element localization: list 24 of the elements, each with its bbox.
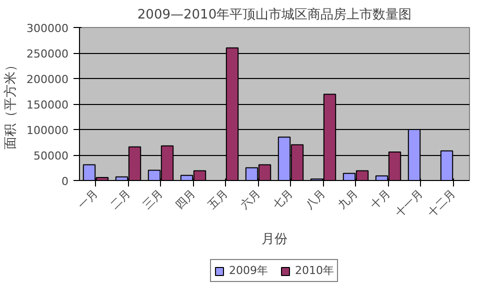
x-tick-label: 一月 bbox=[76, 186, 100, 212]
x-axis-title: 月份 bbox=[262, 232, 288, 248]
x-tick-label: 五月 bbox=[206, 186, 230, 212]
x-tick-label: 四月 bbox=[173, 186, 198, 212]
x-tick-label: 六月 bbox=[238, 186, 263, 212]
x-tick-label: 九月 bbox=[336, 186, 360, 212]
y-tick-label: 50000 bbox=[34, 150, 69, 162]
x-tick-label: 八月 bbox=[303, 186, 328, 212]
x-tick-label: 十二月 bbox=[425, 186, 458, 220]
y-tick-label: 300000 bbox=[26, 22, 69, 35]
x-tick-label: 十一月 bbox=[392, 186, 426, 220]
y-tick-label: 0 bbox=[62, 175, 68, 188]
y-tick-label: 100000 bbox=[26, 124, 69, 137]
x-tick-label: 三月 bbox=[140, 186, 166, 212]
y-tick-label: 250000 bbox=[26, 48, 69, 60]
y-tick-label: 150000 bbox=[26, 98, 69, 112]
x-tick-label: 二月 bbox=[108, 186, 133, 212]
chart-title: 2009—2010年平顶山市城区商品房上市数量图 bbox=[137, 6, 412, 22]
x-tick-label: 七月 bbox=[270, 186, 296, 212]
legend-label: 2009年 bbox=[229, 263, 268, 278]
x-tick-label: 十月 bbox=[368, 186, 393, 212]
y-tick-label: 200000 bbox=[26, 73, 69, 86]
y-axis-title: 面积（平方米） bbox=[2, 58, 19, 150]
legend-label: 2010年 bbox=[295, 263, 334, 278]
